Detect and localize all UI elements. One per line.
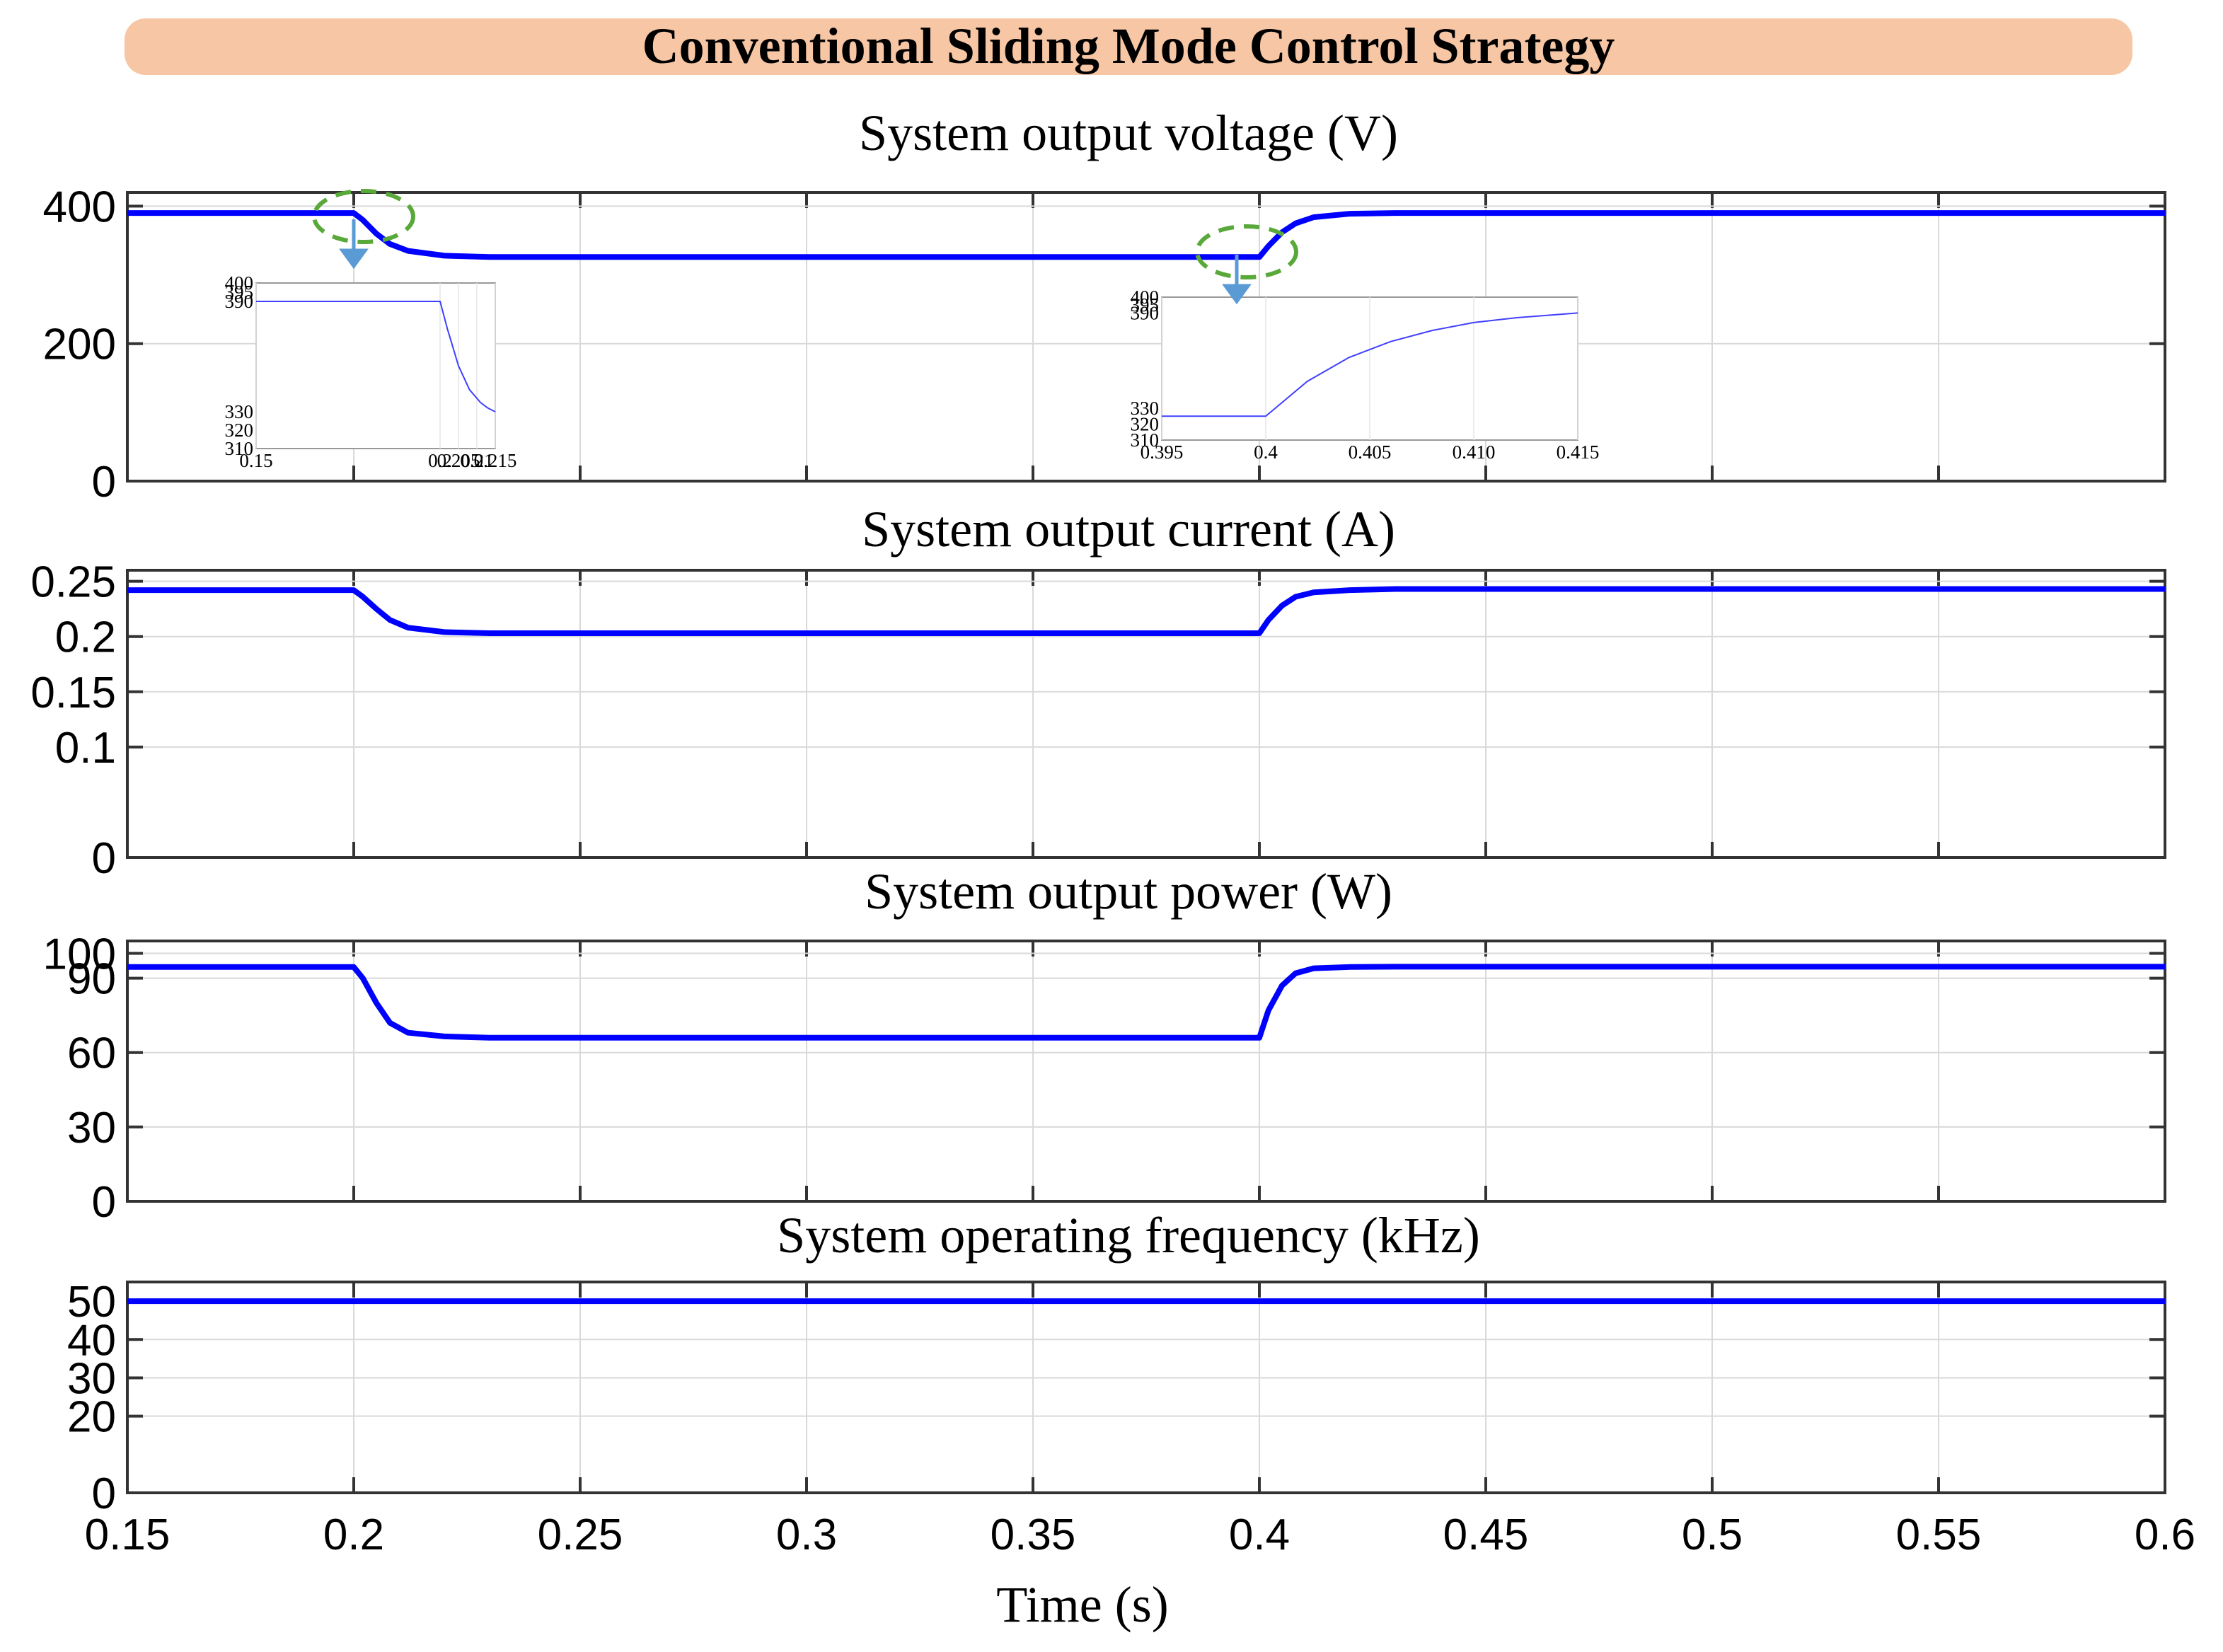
zoom-marker-2	[1195, 224, 1298, 305]
inset-frame	[255, 282, 496, 449]
y-tick-label: 0	[92, 834, 116, 883]
zoom-markers	[312, 189, 1298, 305]
panel-title: System output voltage (V)	[859, 105, 1398, 161]
inset-x-tick-label: 0.2	[428, 450, 452, 471]
y-tick-label: 100	[43, 930, 116, 979]
inset-x-tick-label: 0.410	[1453, 441, 1496, 463]
x-axis-label: Time (s)	[996, 1576, 1168, 1633]
plot-frame	[126, 940, 2166, 1203]
zoom-insets: 0.15 0.20.2050.210.2153103203303903954000…	[225, 272, 1600, 471]
inset-x-tick-label: 0.15	[239, 450, 272, 471]
y-tick-label: 20	[67, 1393, 116, 1442]
inset-y-tick-label: 390	[225, 291, 254, 312]
series-line	[127, 586, 2165, 636]
y-tick-label: 0.15	[30, 669, 116, 717]
panel-title: System operating frequency (kHz)	[777, 1207, 1480, 1264]
x-tick-label: 0.4	[1229, 1511, 1290, 1559]
title-banner: Conventional Sliding Mode Control Strate…	[125, 18, 2132, 75]
x-tick-label: 0.25	[538, 1511, 623, 1559]
inset-y-tick-label: 400	[1131, 287, 1160, 308]
inset-x-tick-label: 0.4	[1254, 441, 1278, 463]
inset-y-tick-label: 330	[225, 401, 254, 422]
panel-4: System operating frequency (kHz) 0 2030405…	[67, 1207, 2166, 1518]
plot-frame	[126, 569, 2166, 859]
series-line	[127, 210, 2165, 260]
inset-y-tick-label: 320	[225, 420, 254, 441]
inset-y-tick-label: 390	[1131, 302, 1160, 323]
x-tick-label: 0.6	[2135, 1511, 2195, 1559]
inset-y-tick-label: 310	[1131, 429, 1160, 451]
inset-series-line	[256, 301, 496, 412]
inset-y-tick-label: 310	[225, 438, 254, 459]
inset-x-tick-label: 0.215	[474, 450, 517, 471]
y-tick-label: 0	[92, 458, 116, 507]
inset-y-tick-label: 395	[1131, 294, 1160, 316]
plot-frame	[126, 191, 2166, 483]
y-tick-label: 400	[43, 183, 116, 231]
figure-title: Conventional Sliding Mode Control Strate…	[642, 18, 1615, 74]
zoom-ellipse	[312, 189, 415, 244]
inset-x-tick-label: 0.405	[1349, 441, 1392, 463]
y-tick-label: 30	[67, 1104, 116, 1153]
y-tick-label: 0	[92, 1178, 116, 1227]
inset-y-tick-label: 395	[225, 282, 254, 303]
y-tick-label: 30	[67, 1354, 116, 1403]
series-line	[127, 964, 2165, 1041]
inset-series-line	[1162, 312, 1578, 417]
y-tick-label: 40	[67, 1316, 116, 1365]
y-tick-label: 200	[43, 320, 116, 369]
x-tick-label: 0.3	[776, 1511, 837, 1559]
title-banner-background	[125, 18, 2132, 75]
x-tick-label: 0.55	[1896, 1511, 1982, 1559]
y-tick-label: 90	[67, 955, 116, 1004]
inset-y-tick-label: 320	[1131, 414, 1160, 435]
y-tick-label: 0.25	[30, 558, 116, 607]
y-tick-label: 0.2	[55, 613, 116, 662]
panel-2: System output current (A) 0 0.1 0.15 0.2 0.25	[30, 501, 2166, 883]
inset-x-tick-label: 0.395	[1141, 441, 1184, 463]
panel-title: System output current (A)	[862, 501, 1395, 558]
x-tick-label: 0.15	[85, 1511, 171, 1559]
panel-title: System output power (W)	[865, 863, 1392, 920]
inset-x-tick-label: 0.205	[437, 450, 480, 471]
y-tick-label: 0.1	[55, 724, 116, 773]
zoom-arrow-head	[1222, 284, 1252, 305]
inset-x-tick-label: 0.415	[1557, 441, 1600, 463]
zoom-marker-1	[312, 189, 415, 270]
x-tick-labels: 0.15 0.2 0.25 0.3 0.35 0.4 0.45 0.5 0.55 0.6	[85, 1511, 2195, 1559]
inset-x-tick-label: 0.21	[460, 450, 493, 471]
inset-y-tick-label: 330	[1131, 398, 1160, 419]
y-tick-label: 50	[67, 1278, 116, 1327]
inset-y-tick-label: 400	[225, 272, 254, 294]
x-tick-label: 0.5	[1682, 1511, 1743, 1559]
x-tick-label: 0.35	[991, 1511, 1076, 1559]
zoom-ellipse	[1195, 224, 1298, 279]
x-tick-label: 0.45	[1443, 1511, 1529, 1559]
x-tick-label: 0.2	[323, 1511, 384, 1559]
y-tick-label: 60	[67, 1029, 116, 1078]
y-tick-label: 0	[92, 1469, 116, 1518]
zoom-arrow-head	[339, 248, 369, 270]
plot-frame	[126, 1281, 2166, 1494]
